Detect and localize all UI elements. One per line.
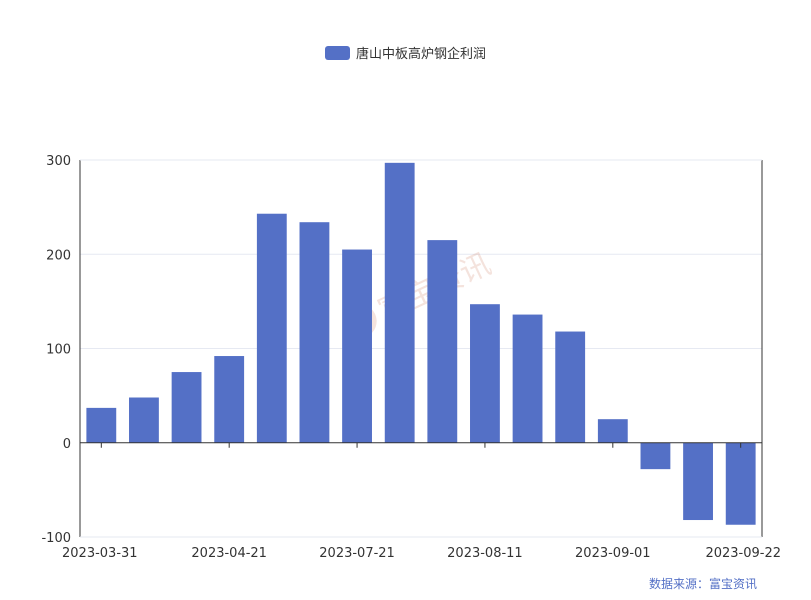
bar-2023-09-15[interactable] <box>683 442 713 521</box>
legend-swatch[interactable] <box>324 45 350 60</box>
bar-2023-08-04[interactable] <box>427 240 458 443</box>
y-axis-labels: 300 200 100 0 -100 <box>41 154 71 546</box>
y-tick-label: 200 <box>46 248 71 263</box>
legend[interactable]: 唐山中板高炉钢企利润 <box>0 43 811 62</box>
y-tick-label: 100 <box>46 343 71 358</box>
x-tick-label: 2023-09-01 <box>575 546 651 561</box>
y-tick-label: 300 <box>46 154 71 169</box>
y-tick-label: 0 <box>63 437 71 452</box>
bar-2023-07-07[interactable] <box>256 213 287 443</box>
x-tick-label: 2023-09-22 <box>705 546 781 561</box>
bar-2023-04-21[interactable] <box>214 356 245 443</box>
bar-2023-07-28[interactable] <box>384 162 415 443</box>
bar-2023-09-01[interactable] <box>597 419 628 443</box>
bar-2023-09-22[interactable] <box>725 442 756 525</box>
x-tick-label: 2023-03-31 <box>62 546 138 561</box>
y-tick-label: -100 <box>41 531 71 546</box>
bars <box>86 162 756 525</box>
axes <box>79 159 763 538</box>
bar-2023-09-08[interactable] <box>640 442 671 470</box>
bar-2023-08-18[interactable] <box>512 314 543 443</box>
bar-2023-07-21[interactable] <box>342 249 372 443</box>
x-tick-label: 2023-07-21 <box>319 546 395 561</box>
legend-label[interactable]: 唐山中板高炉钢企利润 <box>355 47 486 62</box>
gridlines <box>80 159 762 538</box>
bar-2023-04-14[interactable] <box>171 372 202 443</box>
bar-2023-08-11[interactable] <box>470 304 500 443</box>
x-tick-label: 2023-08-11 <box>447 546 523 561</box>
x-axis-labels: 2023-03-31 2023-04-21 2023-07-21 2023-08-11… <box>62 442 781 561</box>
bar-2023-07-14[interactable] <box>299 222 330 443</box>
bar-2023-08-25[interactable] <box>555 331 586 443</box>
bar-2023-04-07[interactable] <box>129 397 159 443</box>
source-note: 数据来源：富宝资讯 <box>648 577 757 591</box>
bar-2023-03-31[interactable] <box>86 407 117 443</box>
x-tick-label: 2023-04-21 <box>191 546 267 561</box>
